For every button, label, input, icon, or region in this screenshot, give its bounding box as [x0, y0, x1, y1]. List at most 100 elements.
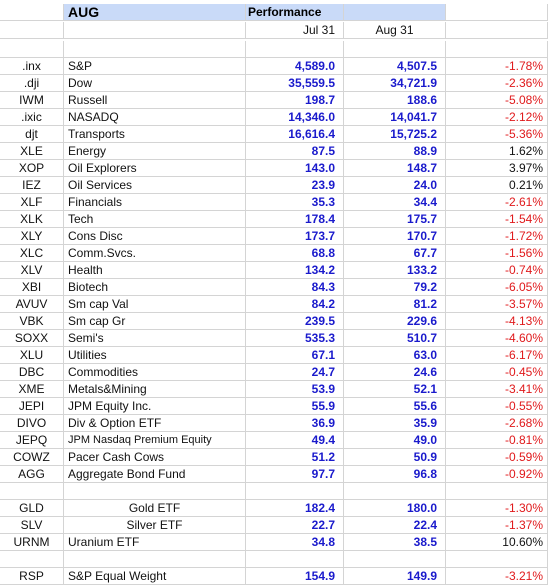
name-cell[interactable]: Sm cap Val [64, 296, 246, 313]
dates-blank-change-cell[interactable] [446, 22, 548, 39]
name-cell[interactable]: Biotech [64, 279, 246, 296]
end-value-cell[interactable]: 35.9 [344, 415, 446, 432]
name-cell[interactable]: Tech [64, 211, 246, 228]
end-value-cell[interactable]: 38.5 [344, 534, 446, 551]
end-value-cell[interactable]: 188.6 [344, 92, 446, 109]
ticker-cell[interactable]: XLK [0, 211, 64, 228]
start-value-cell[interactable]: 24.7 [246, 364, 344, 381]
month-title[interactable]: AUG [64, 4, 246, 21]
name-cell[interactable]: Oil Services [64, 177, 246, 194]
end-value-cell[interactable]: 24.6 [344, 364, 446, 381]
end-value-cell[interactable]: 4,507.5 [344, 58, 446, 75]
change-cell[interactable]: -1.78% [446, 58, 548, 75]
name-cell[interactable]: Cons Disc [64, 228, 246, 245]
end-value-cell[interactable]: 229.6 [344, 313, 446, 330]
start-value-cell[interactable]: 178.4 [246, 211, 344, 228]
end-value-cell[interactable]: 79.2 [344, 279, 446, 296]
start-value-cell[interactable]: 35.3 [246, 194, 344, 211]
change-cell[interactable]: -1.72% [446, 228, 548, 245]
name-cell[interactable]: Semi's [64, 330, 246, 347]
change-cell[interactable]: -6.17% [446, 347, 548, 364]
change-cell[interactable]: -0.92% [446, 466, 548, 483]
name-cell[interactable] [64, 551, 246, 568]
change-cell[interactable]: -0.45% [446, 364, 548, 381]
end-value-cell[interactable]: 510.7 [344, 330, 446, 347]
end-value-cell[interactable] [344, 551, 446, 568]
ticker-cell[interactable]: XLV [0, 262, 64, 279]
ticker-cell[interactable]: .dji [0, 75, 64, 92]
end-value-cell[interactable]: 24.0 [344, 177, 446, 194]
ticker-cell[interactable]: DIVO [0, 415, 64, 432]
change-cell[interactable]: 1.62% [446, 143, 548, 160]
ticker-cell[interactable]: URNM [0, 534, 64, 551]
name-cell[interactable]: Silver ETF [64, 517, 246, 534]
start-value-cell[interactable]: 68.8 [246, 245, 344, 262]
name-cell[interactable]: Health [64, 262, 246, 279]
ticker-cell[interactable]: XBI [0, 279, 64, 296]
end-value-cell[interactable]: 50.9 [344, 449, 446, 466]
start-value-cell[interactable]: 84.3 [246, 279, 344, 296]
change-cell[interactable]: -0.55% [446, 398, 548, 415]
end-value-cell[interactable]: 96.8 [344, 466, 446, 483]
change-cell[interactable]: -0.59% [446, 449, 548, 466]
end-value-cell[interactable]: 175.7 [344, 211, 446, 228]
name-cell[interactable]: NASADQ [64, 109, 246, 126]
name-cell[interactable]: Energy [64, 143, 246, 160]
change-cell[interactable] [446, 41, 548, 58]
change-cell[interactable]: -3.21% [446, 568, 548, 585]
ticker-cell[interactable]: XOP [0, 160, 64, 177]
change-cell[interactable]: -5.36% [446, 126, 548, 143]
start-value-cell[interactable]: 67.1 [246, 347, 344, 364]
start-date-header[interactable]: Jul 31 [246, 22, 344, 39]
start-value-cell[interactable]: 34.8 [246, 534, 344, 551]
change-cell[interactable]: 10.60% [446, 534, 548, 551]
ticker-cell[interactable]: XLY [0, 228, 64, 245]
ticker-cell[interactable]: XLF [0, 194, 64, 211]
ticker-cell[interactable]: IEZ [0, 177, 64, 194]
name-cell[interactable]: Pacer Cash Cows [64, 449, 246, 466]
name-cell[interactable]: JPM Nasdaq Premium Equity [64, 432, 246, 449]
change-cell[interactable]: -4.13% [446, 313, 548, 330]
end-value-cell[interactable]: 180.0 [344, 500, 446, 517]
change-cell[interactable]: -1.30% [446, 500, 548, 517]
name-cell[interactable]: Dow [64, 75, 246, 92]
end-value-cell[interactable]: 133.2 [344, 262, 446, 279]
end-value-cell[interactable]: 149.9 [344, 568, 446, 585]
start-value-cell[interactable]: 182.4 [246, 500, 344, 517]
start-value-cell[interactable]: 198.7 [246, 92, 344, 109]
name-cell[interactable]: JPM Equity Inc. [64, 398, 246, 415]
change-cell[interactable]: -3.57% [446, 296, 548, 313]
ticker-cell[interactable]: XLC [0, 245, 64, 262]
ticker-cell[interactable]: AGG [0, 466, 64, 483]
end-value-cell[interactable]: 63.0 [344, 347, 446, 364]
name-cell[interactable]: S&P [64, 58, 246, 75]
start-value-cell[interactable]: 16,616.4 [246, 126, 344, 143]
header-fill-cell[interactable] [344, 4, 446, 21]
ticker-cell[interactable] [0, 41, 64, 58]
start-value-cell[interactable] [246, 41, 344, 58]
ticker-cell[interactable]: .inx [0, 58, 64, 75]
start-value-cell[interactable] [246, 483, 344, 500]
end-value-cell[interactable]: 148.7 [344, 160, 446, 177]
header-blank-cell-2[interactable] [446, 4, 548, 21]
name-cell[interactable]: Comm.Svcs. [64, 245, 246, 262]
start-value-cell[interactable]: 87.5 [246, 143, 344, 160]
ticker-cell[interactable]: .ixic [0, 109, 64, 126]
end-value-cell[interactable]: 34.4 [344, 194, 446, 211]
end-value-cell[interactable] [344, 41, 446, 58]
change-cell[interactable]: -2.12% [446, 109, 548, 126]
change-cell[interactable]: -4.60% [446, 330, 548, 347]
ticker-cell[interactable]: djt [0, 126, 64, 143]
change-cell[interactable] [446, 551, 548, 568]
change-cell[interactable] [446, 483, 548, 500]
name-cell[interactable]: S&P Equal Weight [64, 568, 246, 585]
name-cell[interactable]: Div & Option ETF [64, 415, 246, 432]
change-cell[interactable]: -2.61% [446, 194, 548, 211]
change-cell[interactable]: 3.97% [446, 160, 548, 177]
ticker-cell[interactable]: COWZ [0, 449, 64, 466]
start-value-cell[interactable]: 134.2 [246, 262, 344, 279]
end-value-cell[interactable]: 81.2 [344, 296, 446, 313]
start-value-cell[interactable]: 22.7 [246, 517, 344, 534]
change-cell[interactable]: -6.05% [446, 279, 548, 296]
ticker-cell[interactable]: XME [0, 381, 64, 398]
